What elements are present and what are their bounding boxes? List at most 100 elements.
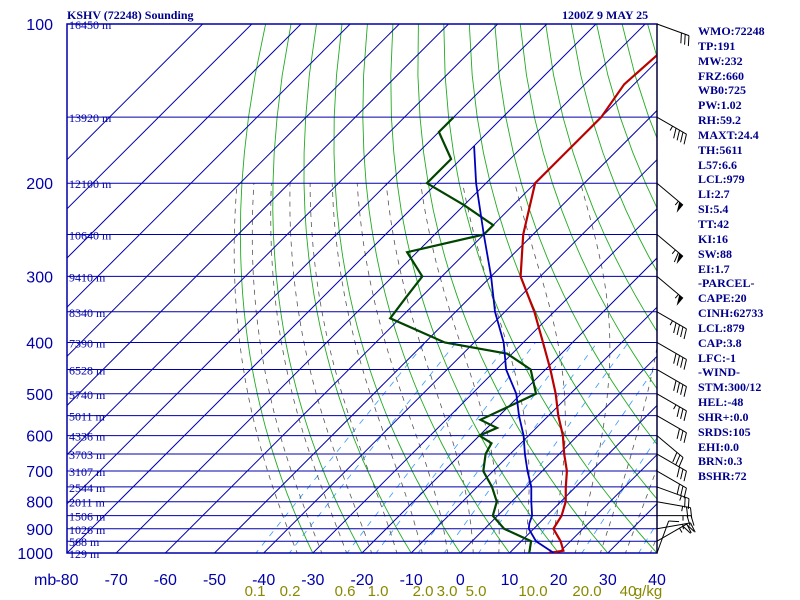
height-label: 5011 m xyxy=(69,410,106,424)
pressure-tick-label: 1000 xyxy=(17,546,53,563)
isotherm xyxy=(459,355,657,553)
isotherm xyxy=(67,24,548,505)
mixing-ratio-label: 0.2 xyxy=(280,583,301,600)
mixing-ratio-line xyxy=(443,342,598,553)
isotherm xyxy=(410,306,657,553)
pressure-tick-label: 600 xyxy=(26,429,53,446)
moist-adiabat xyxy=(385,183,474,553)
mixing-ratio-label: 2.0 xyxy=(413,583,434,600)
index-item: TP:191 xyxy=(698,38,736,53)
isotherm xyxy=(67,24,499,456)
wind-barb xyxy=(656,470,687,499)
sounding-time: 1200Z 9 MAY 25 xyxy=(562,8,649,22)
pressure-tick-label: 800 xyxy=(26,495,53,512)
dry-adiabats xyxy=(239,24,800,564)
wind-barb xyxy=(656,182,684,213)
index-item: HEL:-48 xyxy=(698,395,744,410)
isotherm xyxy=(67,24,204,161)
index-item: CAP:3.8 xyxy=(698,335,742,350)
moist-adiabat xyxy=(599,345,657,553)
index-item: MAXT:24.4 xyxy=(698,127,759,142)
moist-adiabat xyxy=(356,183,449,553)
height-label: 2011 m xyxy=(69,496,106,510)
index-item: SRDS:105 xyxy=(698,424,751,439)
dry-adiabat xyxy=(443,24,657,553)
index-item: SHR+:0.0 xyxy=(698,409,749,424)
height-label: 16450 m xyxy=(69,18,112,32)
index-item: LFC:-1 xyxy=(698,350,736,365)
temperature-tick-label: -80 xyxy=(55,572,78,589)
mixing-ratio-label: 5.0 xyxy=(466,583,487,600)
temperature-tick-label: -70 xyxy=(105,572,128,589)
height-label: 8340 m xyxy=(69,306,106,320)
height-label: 1026 m xyxy=(69,523,106,537)
dry-adiabat xyxy=(570,24,657,273)
mixing-ratio-label: 1.0 xyxy=(368,583,389,600)
dry-adiabat xyxy=(775,24,800,564)
moist-adiabat xyxy=(289,183,373,553)
isotherm xyxy=(67,24,302,259)
mixing-ratio-line xyxy=(288,342,457,553)
sounding-traces xyxy=(388,53,657,553)
moist-adiabat xyxy=(420,183,500,553)
height-label: 1506 m xyxy=(69,510,106,524)
temperature-trace xyxy=(519,53,657,553)
temperature-tick-label: -40 xyxy=(252,572,275,589)
isotherm xyxy=(67,24,597,553)
isotherm xyxy=(67,24,401,358)
station-title: KSHV (72248) Sounding xyxy=(67,8,194,22)
moist-adiabat xyxy=(251,183,323,553)
index-item: KI:16 xyxy=(698,231,728,246)
index-item: WMO:72248 xyxy=(698,24,765,38)
dry-adiabat xyxy=(303,24,412,553)
index-item: CINH:62733 xyxy=(698,306,764,321)
temperature-tick-label: 40 xyxy=(648,572,666,589)
isobars xyxy=(66,23,658,554)
isotherm xyxy=(262,158,657,553)
plot-frame xyxy=(66,23,658,554)
height-label: 12100 m xyxy=(69,177,112,191)
index-item: TT:42 xyxy=(698,216,730,231)
isotherm xyxy=(508,404,657,553)
wind-barb xyxy=(656,486,690,509)
wind-barb xyxy=(656,311,687,340)
moist-adiabat xyxy=(331,183,423,553)
dry-adiabat xyxy=(390,24,560,553)
height-label: 4336 m xyxy=(69,430,106,444)
wind-barb xyxy=(656,23,690,47)
mixing-ratio-label: 3.0 xyxy=(437,583,458,600)
index-item: LCL:879 xyxy=(698,320,745,335)
isotherm xyxy=(557,453,657,553)
height-label: 9410 m xyxy=(69,270,106,284)
height-label: 5740 m xyxy=(69,388,106,402)
mixing-ratio-line xyxy=(255,342,426,553)
mixing-ratio-line xyxy=(375,342,536,553)
height-label: 2544 m xyxy=(69,481,106,495)
dry-adiabat xyxy=(468,24,657,500)
wind-barb xyxy=(656,276,684,306)
pressure-tick-label: 700 xyxy=(26,464,53,481)
mixing-ratio-label: 0.6 xyxy=(335,583,356,600)
temperature-tick-label: -30 xyxy=(301,572,324,589)
isotherm xyxy=(312,208,657,553)
isotherms xyxy=(67,24,657,553)
index-item: MW:232 xyxy=(698,53,743,68)
dry-adiabat xyxy=(417,24,609,553)
index-item: L57:6.6 xyxy=(698,157,737,172)
index-item: -PARCEL- xyxy=(698,276,755,291)
parcel-trace xyxy=(473,145,555,553)
height-label: 6528 m xyxy=(69,364,106,378)
wind-barb xyxy=(657,515,695,526)
mixing-ratio-line xyxy=(581,437,657,553)
dry-adiabat xyxy=(545,24,657,333)
mixing-ratio-label: 0.1 xyxy=(245,583,266,600)
temperature-tick-label: 0 xyxy=(456,572,465,589)
height-label: 13920 m xyxy=(69,111,112,125)
mixing-ratio-line xyxy=(638,522,657,553)
index-item: TH:5611 xyxy=(698,142,743,157)
temperature-tick-label: 10 xyxy=(501,572,519,589)
temperature-tick-label: 30 xyxy=(599,572,617,589)
dry-adiabat xyxy=(239,24,314,553)
